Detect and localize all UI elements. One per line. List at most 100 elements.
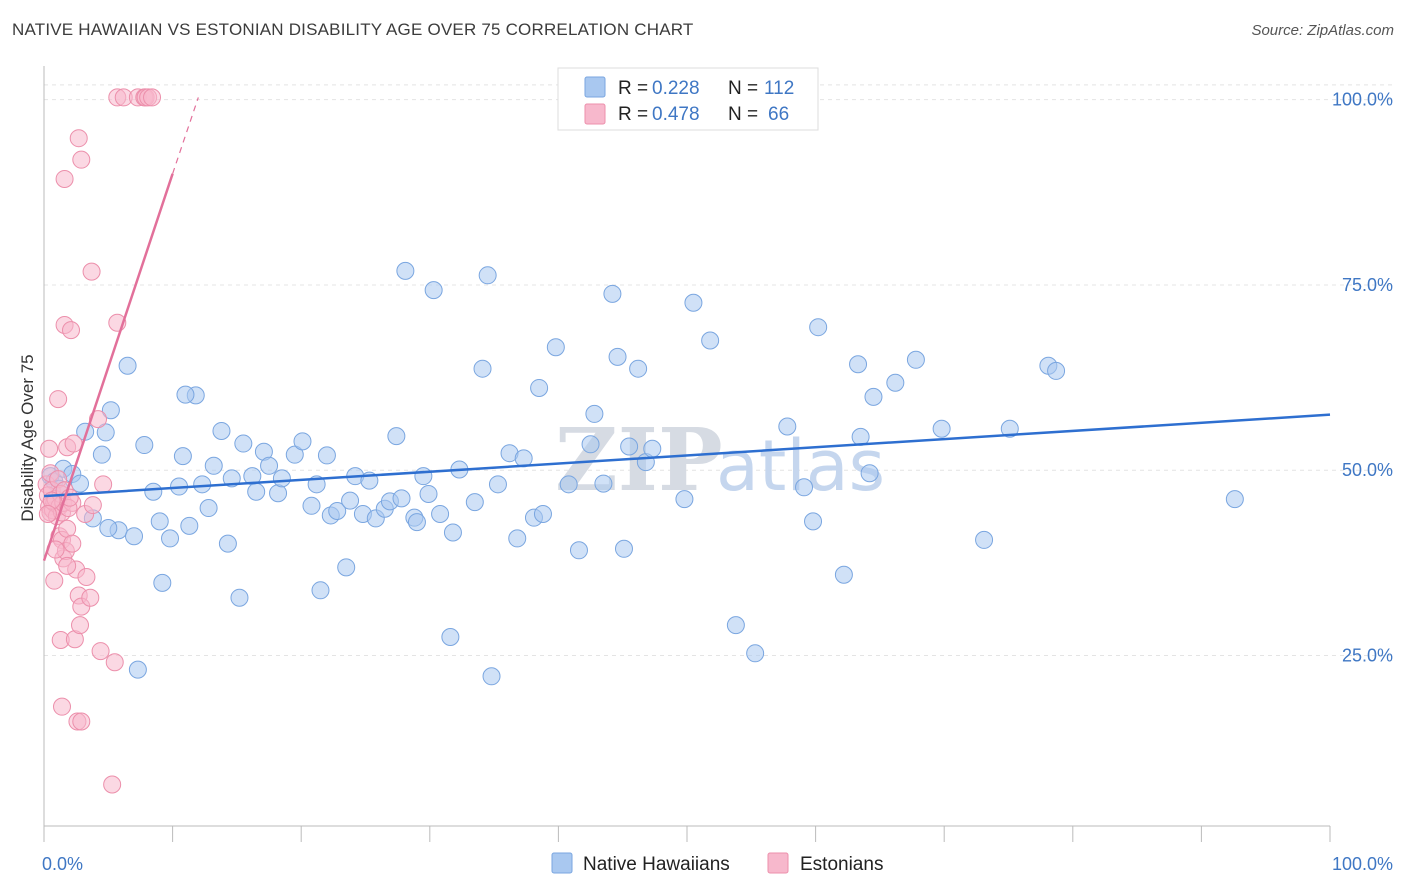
legend-label-estonians: Estonians	[800, 854, 883, 875]
data-point	[530, 378, 549, 397]
data-point	[886, 373, 905, 392]
data-point	[260, 456, 279, 475]
data-point	[153, 573, 172, 592]
data-point	[569, 541, 588, 560]
data-point	[834, 565, 853, 584]
data-point	[193, 475, 212, 494]
data-point	[311, 581, 330, 600]
data-point	[860, 464, 879, 483]
trend-lines	[42, 97, 1331, 562]
data-point	[581, 435, 600, 454]
data-point	[414, 467, 433, 486]
axes: 25.0% 50.0% 75.0% 100.0% 0.0% 100.0% Disabilit…	[18, 66, 1393, 874]
trend-line-estonians	[42, 173, 174, 562]
data-point	[533, 504, 552, 523]
data-point	[443, 523, 462, 542]
data-point	[608, 347, 627, 366]
data-point	[392, 489, 411, 508]
data-point	[778, 417, 797, 436]
data-point	[441, 628, 460, 646]
data-point	[603, 284, 622, 303]
data-point	[40, 439, 59, 458]
y-tick-label: 100.0%	[1332, 90, 1393, 110]
data-point	[746, 644, 765, 663]
legend-swatch-native-hawaiians	[584, 76, 606, 98]
data-point	[508, 529, 527, 548]
series-estonians	[37, 88, 162, 794]
trend-line-native-hawaiians	[43, 413, 1331, 498]
data-point	[96, 423, 115, 442]
data-point	[71, 474, 90, 493]
data-point	[143, 88, 162, 107]
data-point	[144, 482, 163, 501]
chart-title: NATIVE HAWAIIAN VS ESTONIAN DISABILITY A…	[12, 20, 694, 39]
data-point	[81, 588, 100, 607]
data-point	[675, 490, 694, 509]
legend-r-value: 0.228	[652, 78, 700, 99]
data-point	[341, 491, 360, 510]
y-tick-label: 50.0%	[1342, 460, 1393, 480]
data-point	[1225, 490, 1244, 509]
data-point	[150, 512, 169, 531]
legend-label-native-hawaiians: Native Hawaiians	[583, 854, 730, 875]
data-point	[559, 475, 578, 494]
data-point	[83, 496, 102, 515]
data-point	[199, 499, 218, 518]
data-point	[230, 588, 249, 607]
data-point	[478, 266, 497, 285]
series-legend: Native Hawaiians Estonians	[551, 852, 883, 875]
data-point	[488, 475, 507, 494]
data-point	[620, 437, 639, 456]
x-tick-label: 100.0%	[1332, 854, 1393, 874]
data-point	[849, 355, 868, 374]
data-point	[69, 129, 88, 148]
data-point	[594, 474, 613, 493]
data-point	[234, 434, 253, 453]
data-point	[795, 478, 814, 497]
legend-n-label: N =	[728, 104, 758, 125]
data-point	[431, 504, 450, 523]
data-point	[82, 262, 101, 281]
data-point	[396, 261, 415, 280]
data-point	[173, 447, 192, 466]
data-point	[482, 667, 501, 686]
data-point	[218, 534, 237, 553]
data-point	[45, 571, 64, 590]
data-point	[49, 390, 68, 409]
data-point	[71, 616, 90, 635]
data-point	[473, 359, 492, 378]
data-point	[293, 432, 312, 451]
data-point	[91, 642, 110, 661]
data-point	[328, 502, 347, 520]
data-point	[317, 446, 336, 465]
data-point	[222, 469, 241, 488]
data-point	[63, 534, 82, 553]
data-point	[465, 493, 484, 512]
data-point	[72, 712, 91, 731]
data-point	[180, 516, 199, 535]
trend-line-estonians-extension	[172, 97, 199, 174]
data-point	[614, 539, 633, 558]
data-point	[975, 530, 994, 549]
data-point	[103, 775, 122, 794]
data-point	[809, 318, 828, 337]
data-point	[726, 616, 745, 635]
legend-n-value: 66	[768, 104, 789, 125]
data-point	[424, 281, 443, 300]
data-point	[684, 293, 703, 312]
data-point	[302, 496, 321, 515]
legend-n-label: N =	[728, 78, 758, 99]
data-point	[419, 484, 438, 503]
correlation-legend: R = 0.228 N = 112 R = 0.478 N = 66	[557, 67, 819, 131]
data-point	[101, 401, 120, 420]
data-point	[38, 504, 57, 523]
data-point	[204, 456, 223, 475]
data-point	[53, 697, 72, 716]
data-point	[272, 469, 291, 488]
y-tick-label: 75.0%	[1342, 275, 1393, 295]
data-point	[247, 482, 266, 501]
data-point	[212, 421, 231, 440]
data-point	[58, 556, 77, 575]
data-point	[125, 527, 144, 546]
data-point	[906, 350, 925, 369]
